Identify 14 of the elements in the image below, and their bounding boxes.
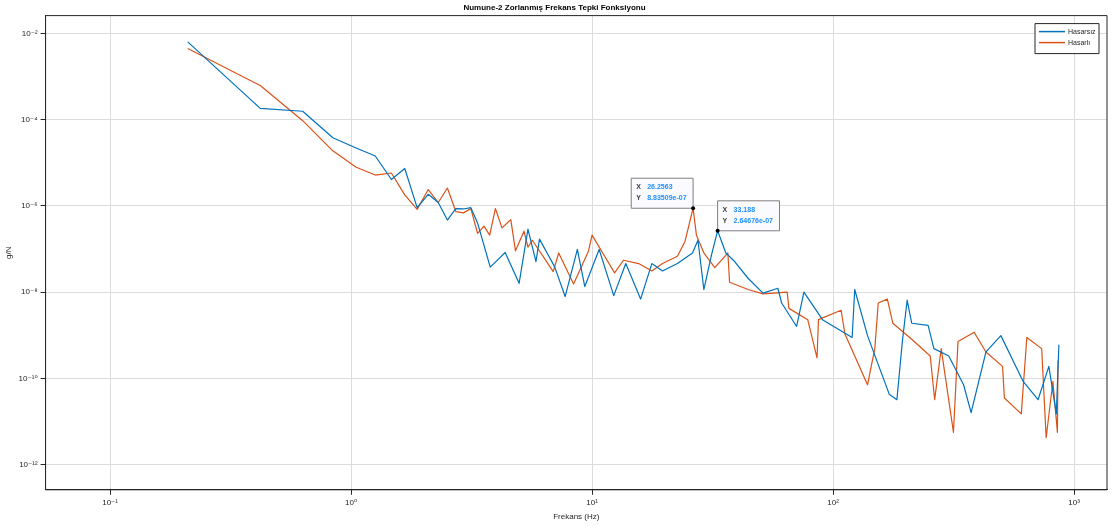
x-axis-title: Frekans (Hz) <box>553 512 600 522</box>
y-tick-label: 10⁻¹² <box>19 459 38 469</box>
x-tick-label: 10⁻¹ <box>102 497 119 507</box>
y-tick-label: 10⁻⁶ <box>21 201 38 211</box>
y-axis-title: g/N <box>4 246 13 259</box>
x-tick-label: 10² <box>827 497 840 507</box>
y-tick-label: 10⁻¹⁰ <box>18 373 38 383</box>
y-tick-label: 10⁻² <box>21 28 38 38</box>
y-tick-label: 10⁻⁸ <box>21 287 38 297</box>
y-tick-label: 10⁻⁴ <box>21 114 39 124</box>
x-tick-label: 10⁰ <box>345 497 358 507</box>
chart-title: Numune-2 Zorlanmış Frekans Tepki Fonksiyonu <box>463 3 646 12</box>
x-tick-label: 10¹ <box>586 497 599 507</box>
x-tick-label: 10³ <box>1068 497 1081 507</box>
